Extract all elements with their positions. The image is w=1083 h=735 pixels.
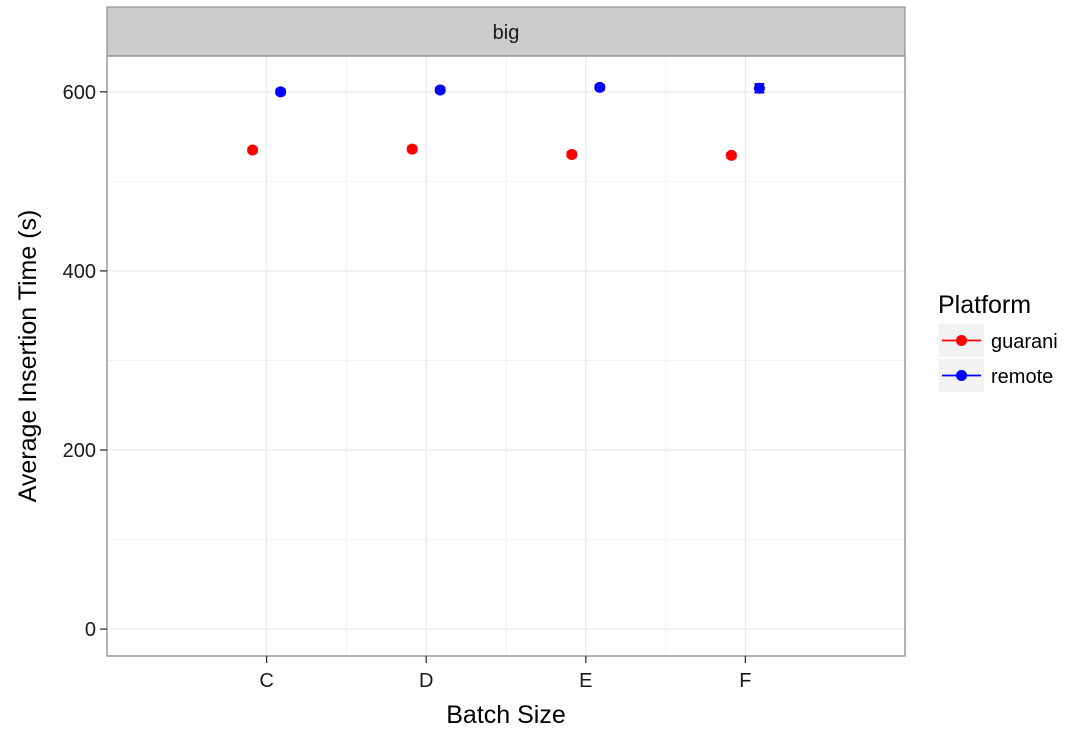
x-tick-label: F xyxy=(739,670,751,692)
legend: guarani remote xyxy=(937,322,1058,394)
grid-minor xyxy=(107,56,905,656)
point-remote-E xyxy=(594,81,606,93)
y-tick-label: 600 xyxy=(63,82,96,104)
x-tick-label: E xyxy=(579,670,592,692)
point-remote-D xyxy=(434,84,446,96)
x-tick-label: D xyxy=(419,670,433,692)
x-tick-label: C xyxy=(259,670,273,692)
y-axis-title: Average Insertion Time (s) xyxy=(14,210,42,503)
point-guarani-F xyxy=(725,149,737,161)
point-guarani-C xyxy=(247,144,259,156)
legend-title: Platform xyxy=(938,291,1031,319)
point-guarani-D xyxy=(406,143,418,155)
legend-key-point xyxy=(956,335,967,346)
facet-label: big xyxy=(493,22,520,44)
plot-panel-border xyxy=(106,55,906,657)
legend-label-remote: remote xyxy=(991,366,1053,388)
y-axis: 0 200 400 600 xyxy=(63,82,107,641)
x-axis-title: Batch Size xyxy=(446,701,566,729)
y-tick-label: 200 xyxy=(63,440,96,462)
y-tick-label: 0 xyxy=(85,619,96,641)
point-remote-C xyxy=(275,86,287,98)
legend-label-guarani: guarani xyxy=(991,331,1058,353)
point-guarani-E xyxy=(566,149,578,161)
facet-strip xyxy=(106,6,906,57)
point-remote-F xyxy=(753,82,765,94)
grid-major xyxy=(107,56,905,656)
x-axis: C D E F xyxy=(259,656,752,692)
data-marks xyxy=(247,81,765,161)
y-tick-label: 400 xyxy=(63,261,96,283)
legend-key-point xyxy=(956,370,967,381)
